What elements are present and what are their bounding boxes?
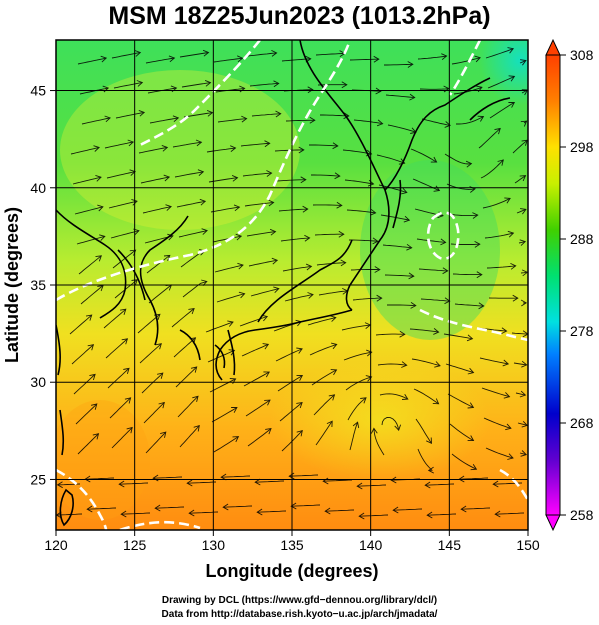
- y-tick-label: 40: [30, 180, 46, 196]
- y-axis-label: Latitude (degrees): [2, 207, 22, 363]
- colorbar-max-arrow: [545, 38, 561, 56]
- x-tick-label: 125: [123, 537, 147, 553]
- y-tick-label: 45: [30, 83, 46, 99]
- chart-title: MSM 18Z25Jun2023 (1013.2hPa): [108, 2, 491, 30]
- colorbar-tick-label: 268: [570, 415, 594, 431]
- x-tick-label: 135: [280, 537, 304, 553]
- colorbar-tick-label: 308: [570, 47, 594, 63]
- x-tick-label: 120: [44, 537, 68, 553]
- x-tick-label: 145: [438, 537, 462, 553]
- x-tick-label: 140: [359, 537, 383, 553]
- x-axis: 120 125 130 135 140 145 150: [44, 530, 540, 553]
- colorbar-gradient: [545, 54, 561, 516]
- x-tick-label: 130: [202, 537, 226, 553]
- colorbar-tick-label: 298: [570, 139, 594, 155]
- x-tick-label: 150: [516, 537, 540, 553]
- lat-lon-grid: [56, 40, 528, 530]
- y-tick-label: 35: [30, 277, 46, 293]
- y-tick-label: 30: [30, 374, 46, 390]
- colorbar: 308 298 288 278 268 258: [545, 38, 594, 532]
- temperature-field: [56, 40, 528, 530]
- white-isolines: [56, 40, 528, 530]
- y-axis: 25 30 35 40 45: [30, 83, 56, 487]
- colorbar-min-arrow: [545, 514, 561, 532]
- x-axis-label: Longitude (degrees): [205, 561, 378, 581]
- colorbar-tick-label: 288: [570, 231, 594, 247]
- streamlines: [56, 47, 528, 520]
- credit-data-source: Data from http://database.rish.kyoto−u.a…: [161, 609, 438, 620]
- credit-dcl: Drawing by DCL (https://www.gfd−dennou.o…: [161, 595, 438, 606]
- colorbar-tick-label: 278: [570, 323, 594, 339]
- colorbar-tick-label: 258: [570, 507, 594, 523]
- y-tick-label: 25: [30, 471, 46, 487]
